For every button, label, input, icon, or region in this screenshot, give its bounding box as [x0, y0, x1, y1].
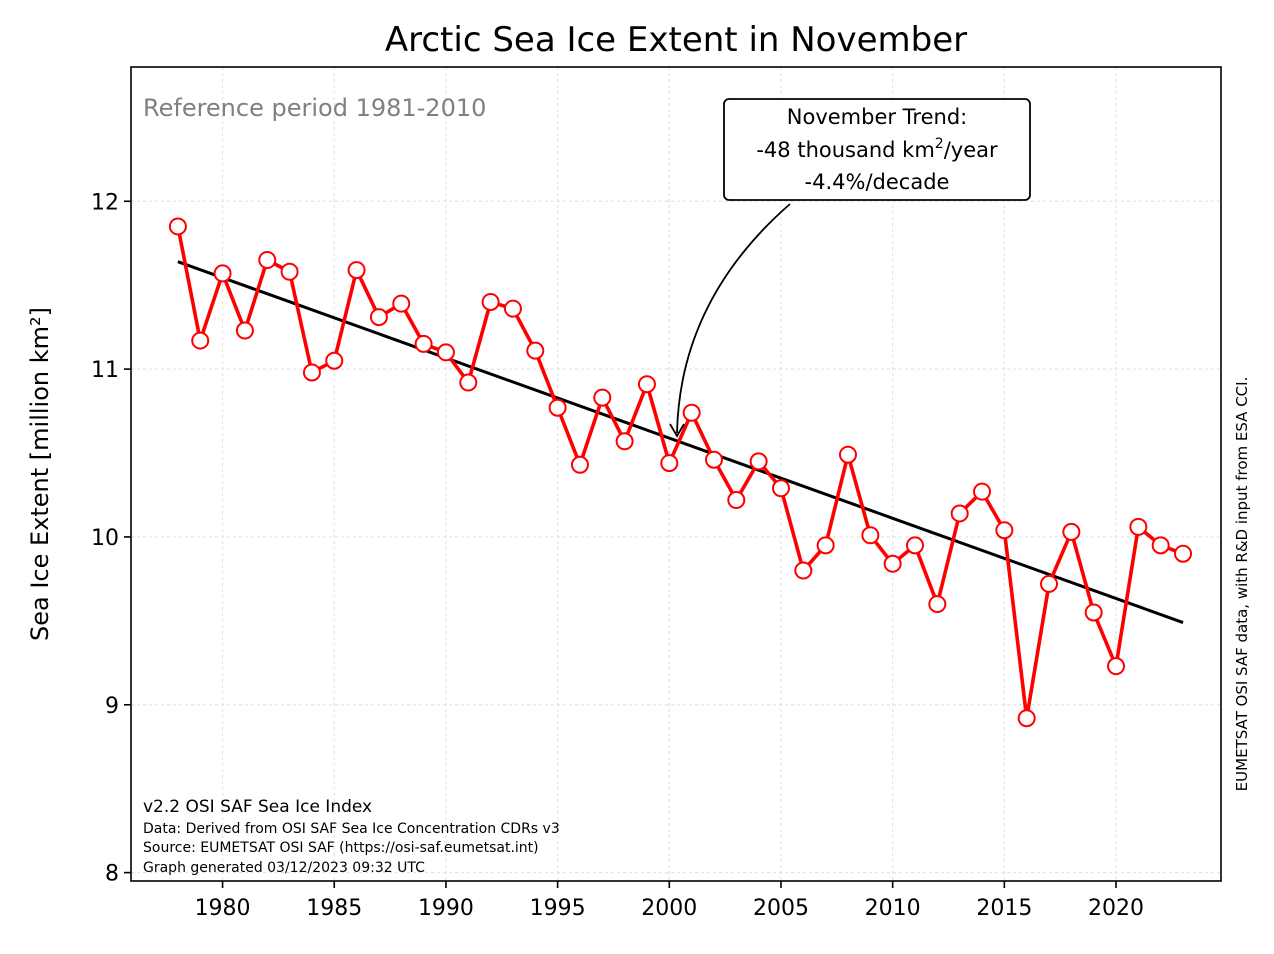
data-point	[526, 341, 545, 360]
y-tick-label: 9	[105, 694, 119, 719]
annotation-arrow	[676, 203, 791, 434]
data-point	[838, 445, 857, 464]
data-point	[771, 479, 790, 498]
data-point	[392, 294, 411, 313]
data-point	[950, 504, 969, 523]
x-tick-label: 2000	[641, 896, 697, 921]
data-points	[168, 217, 1193, 728]
x-tick-label: 2010	[865, 896, 921, 921]
data-point	[615, 432, 634, 451]
data-point	[436, 343, 455, 362]
data-point	[570, 455, 589, 474]
footnote-data: Data: Derived from OSI SAF Sea Ice Conce…	[143, 821, 560, 837]
data-point	[883, 554, 902, 573]
data-point	[637, 375, 656, 394]
y-tick-label: 11	[91, 358, 119, 383]
grid-lines	[131, 67, 1221, 881]
y-axis-label: Sea Ice Extent [million km²]	[26, 307, 54, 641]
data-credit: EUMETSAT OSI SAF data, with R&D input fr…	[1233, 377, 1251, 792]
x-tick-label: 1990	[418, 896, 474, 921]
data-point	[816, 536, 835, 555]
trend-label: November Trend:	[787, 105, 967, 129]
data-point	[749, 452, 768, 471]
trend-percent: -4.4%/decade	[805, 170, 950, 194]
data-point	[727, 491, 746, 510]
data-point	[302, 363, 321, 382]
data-point	[1084, 603, 1103, 622]
data-point	[1174, 544, 1193, 563]
x-tick-label: 2020	[1088, 896, 1144, 921]
data-point	[1062, 522, 1081, 541]
x-tick-label: 1985	[306, 896, 362, 921]
footnote-generated: Graph generated 03/12/2023 09:32 UTC	[143, 860, 425, 876]
footnote-version: v2.2 OSI SAF Sea Ice Index	[143, 797, 372, 817]
data-point	[905, 536, 924, 555]
data-point	[235, 321, 254, 340]
data-point	[704, 450, 723, 469]
data-point	[258, 251, 277, 270]
footnote-source: Source: EUMETSAT OSI SAF (https://osi-sa…	[143, 840, 539, 856]
data-point	[459, 373, 478, 392]
data-point	[369, 308, 388, 327]
data-point	[481, 292, 500, 311]
data-point	[1107, 657, 1126, 676]
data-point	[995, 521, 1014, 540]
data-point	[168, 217, 187, 236]
data-point	[682, 403, 701, 422]
data-point	[593, 388, 612, 407]
trend-annotation: November Trend: -48 thousand km2/year -4…	[669, 98, 1031, 438]
plot-frame	[130, 66, 1222, 882]
data-point	[1017, 709, 1036, 728]
data-point	[1129, 517, 1148, 536]
data-point	[660, 454, 679, 473]
data-point	[347, 261, 366, 280]
x-tick-label: 2005	[753, 896, 809, 921]
reference-period-note: Reference period 1981-2010	[143, 94, 486, 122]
y-tick-label: 12	[91, 190, 119, 215]
x-axis: 1980 1985 1990 1995 2000 2005 2010 2015 2020	[195, 881, 1144, 921]
data-point	[928, 595, 947, 614]
y-tick-label: 8	[105, 862, 119, 887]
data-point	[973, 482, 992, 501]
footnotes: v2.2 OSI SAF Sea Ice Index Data: Derived…	[143, 797, 560, 876]
x-tick-label: 2015	[976, 896, 1032, 921]
series-line	[176, 226, 1184, 721]
x-tick-label: 1995	[530, 896, 586, 921]
data-point	[1151, 536, 1170, 555]
x-tick-label: 1980	[195, 896, 251, 921]
y-tick-label: 10	[91, 526, 119, 551]
data-point	[503, 299, 522, 318]
data-point	[1040, 574, 1059, 593]
data-point	[280, 262, 299, 281]
data-point	[213, 264, 232, 283]
y-axis: 8 9 10 11 12	[91, 190, 131, 887]
trend-box	[723, 98, 1031, 201]
chart-title: Arctic Sea Ice Extent in November	[385, 20, 967, 60]
data-point	[861, 526, 880, 545]
trend-rate: -48 thousand km2/year	[756, 136, 998, 162]
annotation-arrowhead	[669, 423, 685, 438]
data-point	[325, 351, 344, 370]
data-point	[794, 561, 813, 580]
data-point	[548, 398, 567, 417]
data-point	[414, 334, 433, 353]
data-point	[191, 331, 210, 350]
